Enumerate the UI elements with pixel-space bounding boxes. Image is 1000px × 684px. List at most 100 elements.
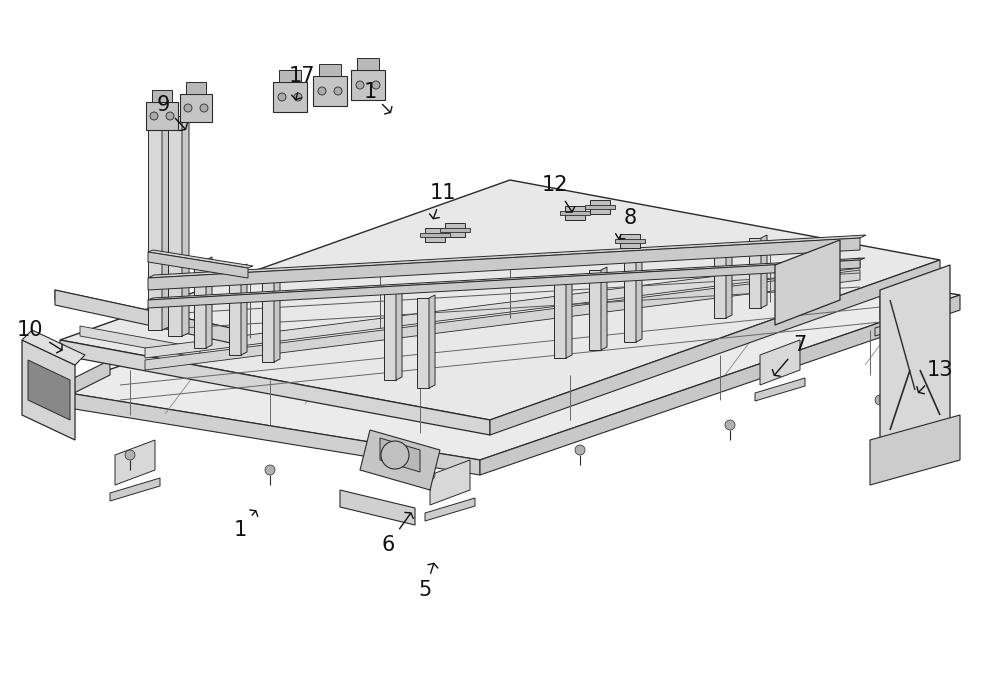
Polygon shape [566, 275, 572, 358]
Polygon shape [554, 278, 566, 358]
Polygon shape [360, 430, 440, 490]
Polygon shape [148, 250, 253, 268]
Polygon shape [615, 239, 645, 243]
Polygon shape [55, 290, 240, 345]
Polygon shape [148, 238, 860, 290]
Polygon shape [749, 238, 761, 308]
Polygon shape [585, 205, 615, 209]
Polygon shape [775, 240, 840, 325]
Polygon shape [152, 90, 172, 102]
Polygon shape [726, 245, 732, 318]
Polygon shape [273, 82, 307, 112]
Text: 6: 6 [381, 512, 413, 555]
Polygon shape [440, 228, 470, 232]
Circle shape [125, 450, 135, 460]
Polygon shape [146, 102, 178, 130]
Polygon shape [274, 272, 280, 362]
Polygon shape [351, 70, 385, 100]
Polygon shape [589, 270, 601, 350]
Circle shape [381, 441, 409, 469]
Polygon shape [60, 180, 940, 420]
Polygon shape [430, 460, 470, 505]
Polygon shape [396, 287, 402, 380]
Polygon shape [880, 275, 920, 320]
Circle shape [425, 470, 435, 480]
Polygon shape [480, 295, 960, 475]
Polygon shape [429, 295, 435, 388]
Polygon shape [262, 275, 274, 362]
Polygon shape [714, 248, 726, 318]
Text: 13: 13 [917, 360, 953, 394]
Circle shape [372, 81, 380, 89]
Polygon shape [180, 94, 212, 122]
Circle shape [575, 445, 585, 455]
Text: 7: 7 [772, 335, 807, 376]
Circle shape [356, 81, 364, 89]
Polygon shape [357, 58, 379, 70]
Polygon shape [229, 267, 241, 355]
Polygon shape [186, 82, 206, 94]
Polygon shape [241, 264, 247, 355]
Polygon shape [875, 313, 925, 336]
Polygon shape [420, 233, 450, 237]
Circle shape [166, 112, 174, 120]
Text: 17: 17 [289, 66, 315, 100]
Polygon shape [384, 290, 396, 380]
Polygon shape [22, 330, 85, 365]
Text: 10: 10 [17, 320, 62, 353]
Circle shape [150, 112, 158, 120]
Polygon shape [145, 258, 860, 358]
Polygon shape [319, 64, 341, 76]
Polygon shape [145, 270, 860, 370]
Circle shape [200, 104, 208, 112]
Polygon shape [755, 378, 805, 401]
Polygon shape [162, 107, 169, 330]
Text: 12: 12 [542, 175, 575, 212]
Text: 1: 1 [233, 510, 258, 540]
Text: 11: 11 [430, 183, 456, 219]
Polygon shape [148, 258, 865, 300]
Polygon shape [636, 259, 642, 342]
Polygon shape [148, 235, 866, 278]
Polygon shape [50, 390, 480, 475]
Polygon shape [22, 340, 75, 440]
Polygon shape [870, 415, 960, 485]
Circle shape [294, 93, 302, 101]
Polygon shape [624, 262, 636, 342]
Polygon shape [55, 290, 240, 340]
Text: 1: 1 [363, 82, 392, 114]
Polygon shape [80, 326, 200, 358]
Circle shape [265, 465, 275, 475]
Polygon shape [50, 360, 110, 405]
Polygon shape [620, 234, 640, 248]
Polygon shape [425, 498, 475, 521]
Polygon shape [565, 206, 585, 220]
Polygon shape [425, 228, 445, 242]
Polygon shape [194, 260, 206, 348]
Polygon shape [115, 440, 155, 485]
Circle shape [875, 395, 885, 405]
Polygon shape [340, 490, 415, 525]
Circle shape [334, 87, 342, 95]
Polygon shape [279, 70, 301, 82]
Polygon shape [417, 298, 429, 388]
Polygon shape [182, 113, 189, 336]
Polygon shape [50, 225, 960, 460]
Polygon shape [168, 116, 182, 336]
Polygon shape [148, 110, 162, 330]
Polygon shape [148, 252, 248, 278]
Polygon shape [380, 438, 420, 472]
Polygon shape [28, 360, 70, 420]
Polygon shape [490, 260, 940, 435]
Polygon shape [761, 235, 767, 308]
Polygon shape [880, 265, 950, 445]
Polygon shape [760, 340, 800, 385]
Polygon shape [313, 76, 347, 106]
Polygon shape [560, 211, 590, 215]
Circle shape [318, 87, 326, 95]
Polygon shape [445, 223, 465, 237]
Circle shape [184, 104, 192, 112]
Polygon shape [110, 478, 160, 501]
Text: 5: 5 [418, 564, 438, 600]
Polygon shape [206, 257, 212, 348]
